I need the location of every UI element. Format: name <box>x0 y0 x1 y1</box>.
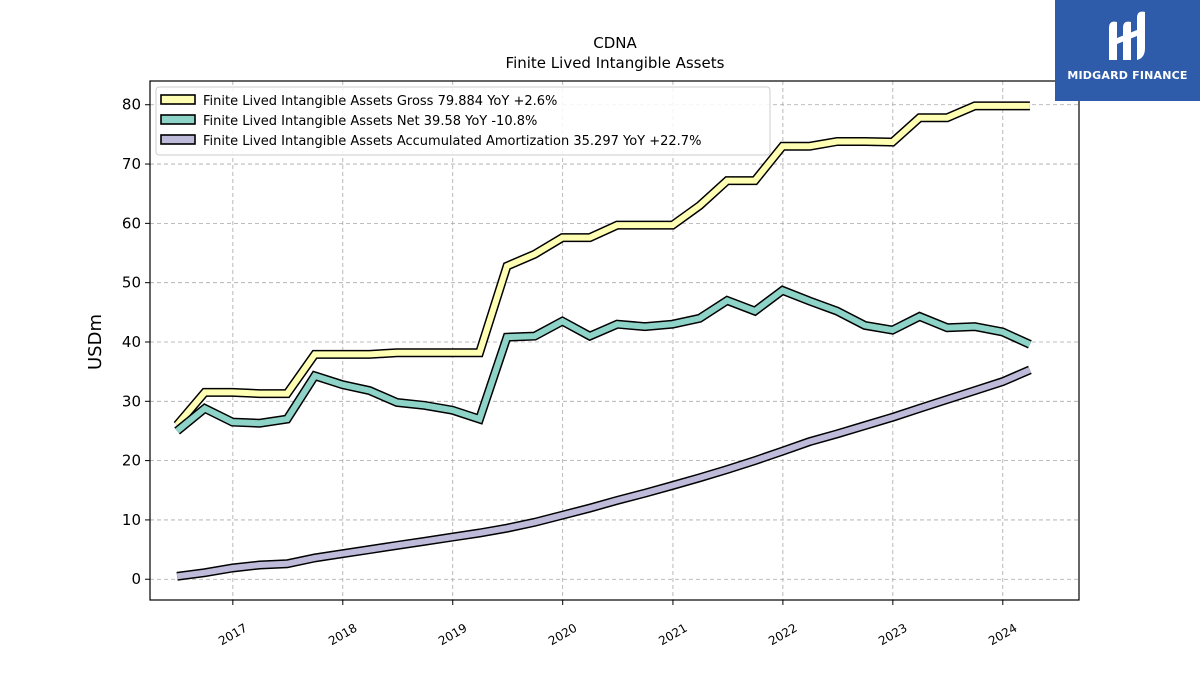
x-tick-label: 2018 <box>326 621 359 648</box>
y-tick-label: 70 <box>122 155 141 173</box>
legend-label: Finite Lived Intangible Assets Net 39.58… <box>203 114 537 129</box>
midgard-finance-logo: MIDGARD FINANCE <box>1055 0 1200 101</box>
x-tick-label: 2020 <box>546 621 579 648</box>
y-tick-label: 40 <box>122 333 141 351</box>
grid <box>150 81 1079 600</box>
chart-title: CDNA <box>593 34 637 52</box>
x-tick-label: 2024 <box>986 621 1019 648</box>
y-tick-label: 60 <box>122 214 141 232</box>
series-line <box>175 286 1032 434</box>
plot-frame <box>149 80 1080 601</box>
x-tick-label: 2017 <box>216 621 249 648</box>
legend-label: Finite Lived Intangible Assets Gross 79.… <box>203 94 557 109</box>
x-tick-label: 2019 <box>436 621 469 648</box>
series-line-outline <box>176 365 1032 581</box>
x-tick-label: 2021 <box>656 621 689 648</box>
x-tick-label: 2023 <box>876 621 909 648</box>
series-line <box>174 102 1030 427</box>
legend-label: Finite Lived Intangible Assets Accumulat… <box>203 134 701 149</box>
legend-swatch <box>160 134 196 145</box>
legend: Finite Lived Intangible Assets Gross 79.… <box>155 86 771 156</box>
x-tick-label: 2022 <box>766 621 799 648</box>
legend-swatch <box>160 94 196 105</box>
y-tick-label: 50 <box>122 274 141 292</box>
y-tick-label: 20 <box>122 452 141 470</box>
y-axis-label: USDm <box>85 314 106 370</box>
midgard-logo-mark-icon <box>1109 11 1145 61</box>
series-line <box>176 367 1032 580</box>
y-tick-label: 10 <box>122 511 141 529</box>
series-lines <box>173 101 1032 581</box>
y-axis: 0 10 20 30 40 50 60 70 80 <box>122 96 150 588</box>
y-tick-label: 0 <box>131 570 141 588</box>
chart-subtitle: Finite Lived Intangible Assets <box>506 54 725 72</box>
legend-swatch <box>160 114 196 125</box>
legend-box <box>155 86 771 156</box>
y-tick-label: 30 <box>122 392 141 410</box>
y-tick-label: 80 <box>122 96 141 114</box>
x-axis: 2017 2018 2019 2020 2021 2022 2023 2024 <box>216 600 1020 648</box>
brand-name: MIDGARD FINANCE <box>1067 69 1188 82</box>
